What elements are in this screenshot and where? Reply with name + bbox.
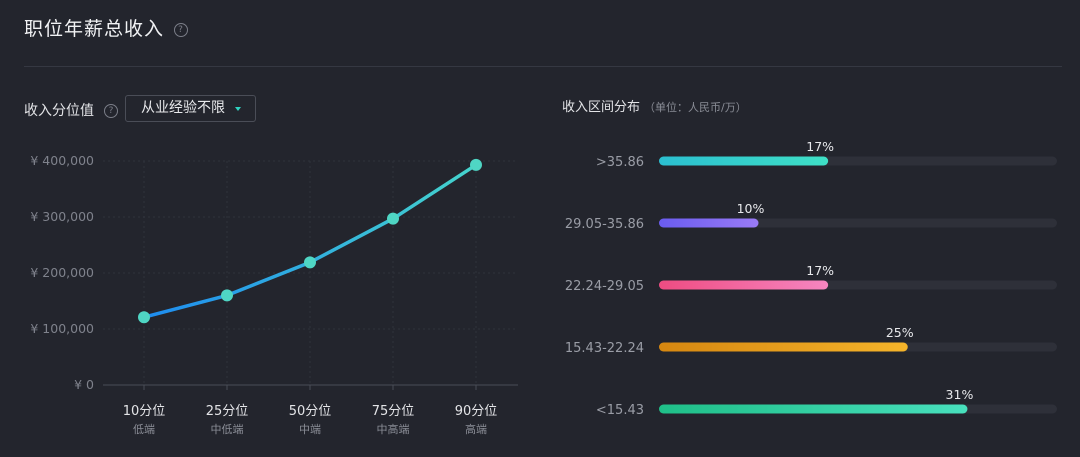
x-tick-label: 10分位 bbox=[123, 404, 166, 419]
help-icon[interactable]: ? bbox=[174, 22, 189, 37]
data-point[interactable] bbox=[387, 212, 399, 225]
distribution-section-title: 收入区间分布 （单位：人民币/万） bbox=[562, 96, 747, 115]
x-tick-label: 50分位 bbox=[289, 404, 332, 419]
x-tick-sublabel: 中高端 bbox=[377, 422, 410, 436]
y-tick-label: ¥ 100,000 bbox=[30, 321, 94, 336]
bar-value-label: 31% bbox=[946, 387, 974, 402]
bar-value-label: 25% bbox=[886, 325, 914, 340]
y-tick-label: ¥ 400,000 bbox=[30, 153, 94, 168]
x-tick-label: 25分位 bbox=[206, 404, 249, 419]
bar-value-label: 17% bbox=[806, 139, 834, 154]
y-tick-label: ¥ 0 bbox=[74, 377, 94, 392]
experience-filter-dropdown[interactable]: 从业经验不限 bbox=[125, 95, 256, 122]
bar[interactable] bbox=[659, 280, 829, 290]
percentile-help-icon[interactable]: ? bbox=[104, 104, 118, 118]
bar-track bbox=[659, 218, 1057, 228]
experience-filter-value: 从业经验不限 bbox=[141, 100, 225, 116]
x-tick-sublabel: 低端 bbox=[133, 423, 155, 436]
data-point[interactable] bbox=[221, 289, 233, 302]
x-tick-sublabel: 中低端 bbox=[211, 423, 244, 436]
bar[interactable] bbox=[659, 404, 968, 414]
category-label: >35.86 bbox=[596, 155, 644, 170]
bar[interactable] bbox=[659, 342, 908, 352]
caret-down-icon bbox=[235, 107, 241, 111]
page-title: 职位年薪总收入? bbox=[24, 14, 189, 41]
percentile-line-chart: ¥ 0 ¥ 100,000 ¥ 200,000 ¥ 300,000 ¥ 400,000 1… bbox=[30, 153, 518, 436]
y-tick-label: ¥ 300,000 bbox=[30, 209, 94, 224]
bar[interactable] bbox=[659, 218, 759, 228]
category-label: 29.05-35.86 bbox=[565, 217, 644, 232]
data-point[interactable] bbox=[304, 256, 316, 269]
data-point[interactable] bbox=[138, 311, 150, 324]
bar-value-label: 10% bbox=[737, 201, 765, 216]
page-title-text: 职位年薪总收入 bbox=[24, 18, 165, 40]
y-tick-label: ¥ 200,000 bbox=[30, 265, 94, 280]
distribution-unit: （单位：人民币/万） bbox=[644, 101, 747, 114]
distribution-title-text: 收入区间分布 bbox=[562, 100, 641, 115]
bar-value-label: 17% bbox=[806, 263, 834, 278]
bar[interactable] bbox=[659, 156, 829, 166]
distribution-bar-chart: >35.86 17% 29.05-35.86 10% 22.24-29.05 17% 15.… bbox=[565, 139, 1057, 418]
header-divider bbox=[24, 66, 1062, 67]
percentile-title-text: 收入分位值 bbox=[24, 103, 94, 119]
x-tick-sublabel: 中端 bbox=[299, 423, 321, 436]
category-label: <15.43 bbox=[596, 403, 644, 418]
category-label: 15.43-22.24 bbox=[565, 341, 644, 356]
x-tick-label: 90分位 bbox=[455, 404, 498, 419]
category-label: 22.24-29.05 bbox=[565, 279, 644, 294]
percentile-section-title: 收入分位值? bbox=[24, 100, 118, 120]
data-point[interactable] bbox=[470, 158, 482, 171]
x-tick-label: 75分位 bbox=[372, 404, 415, 419]
x-tick-sublabel: 高端 bbox=[465, 422, 487, 436]
